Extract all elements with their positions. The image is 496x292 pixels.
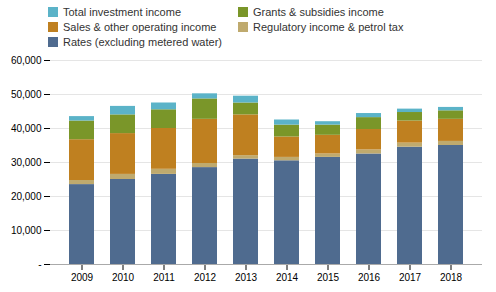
svg-text:-: - [38,259,41,270]
svg-text:2011: 2011 [153,272,175,283]
svg-text:2016: 2016 [358,272,381,283]
svg-text:2017: 2017 [399,272,422,283]
svg-text:2015: 2015 [317,272,340,283]
svg-text:10,000: 10,000 [11,225,42,236]
svg-text:20,000: 20,000 [11,191,42,202]
html-text:Grants & subsidies income: Grants & subsidies income [253,6,384,18]
svg-text:2018: 2018 [440,272,463,283]
svg-text:2009: 2009 [71,272,94,283]
svg-text:60,000: 60,000 [11,55,42,66]
svg-text:40,000: 40,000 [11,123,42,134]
svg-text:50,000: 50,000 [11,89,42,100]
html-text:Rates (excluding metered water: Rates (excluding metered water) [63,36,222,48]
svg-text:30,000: 30,000 [11,157,42,168]
svg-text:2010: 2010 [112,272,135,283]
svg-text:2014: 2014 [276,272,299,283]
html-text:Sales & other operating income: Sales & other operating income [63,21,217,33]
html-text:Total investment income: Total investment income [63,6,181,18]
svg-text:2012: 2012 [194,272,217,283]
svg-text:2013: 2013 [235,272,258,283]
html-text:Regulatory income & petrol tax: Regulatory income & petrol tax [253,21,404,33]
